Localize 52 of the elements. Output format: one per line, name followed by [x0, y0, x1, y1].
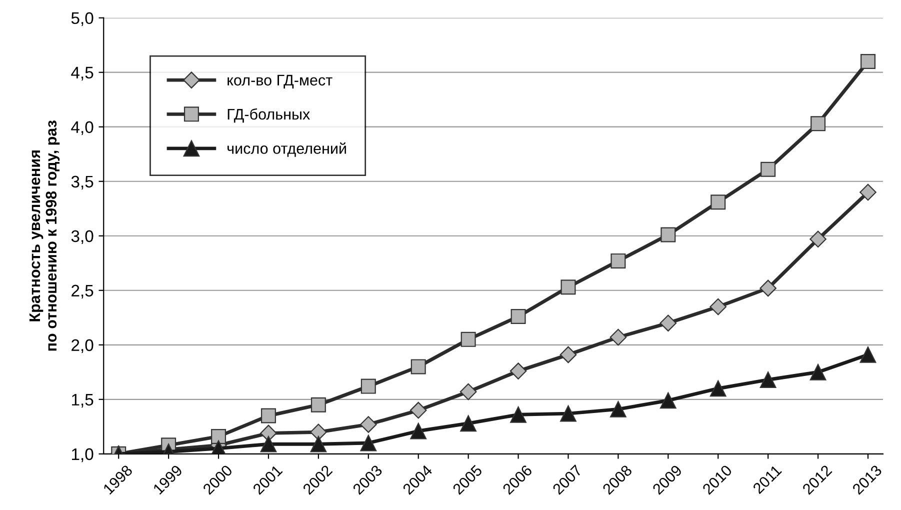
legend-label: кол-во ГД-мест — [228, 74, 332, 88]
point — [211, 428, 226, 444]
point — [560, 280, 576, 295]
point — [760, 280, 776, 297]
point — [610, 253, 626, 268]
y-tick-label: 3,0 — [71, 230, 94, 244]
y-tick-label: 1,5 — [72, 394, 94, 408]
point — [360, 434, 377, 452]
point — [710, 298, 727, 316]
y-tick-label: 1,0 — [72, 448, 94, 462]
legend-label: число отделений — [228, 142, 346, 157]
point — [260, 436, 277, 452]
point — [310, 424, 327, 441]
point — [460, 383, 477, 400]
point — [360, 378, 376, 394]
point — [710, 380, 726, 397]
point — [810, 364, 826, 380]
point — [410, 402, 427, 419]
point — [310, 397, 326, 412]
legend-label: ГД-больных — [228, 108, 310, 123]
point — [660, 314, 677, 332]
point — [810, 116, 826, 132]
point — [610, 401, 626, 418]
point — [760, 162, 776, 177]
y-axis-title: Кратность увеличения по отношению к 1998 году, раз — [29, 120, 60, 351]
point — [660, 227, 676, 242]
y-tick-label: 4,0 — [71, 121, 94, 136]
point — [510, 362, 527, 380]
point — [510, 309, 526, 324]
point — [410, 422, 427, 440]
point — [860, 346, 876, 363]
point — [860, 184, 876, 201]
point — [510, 406, 526, 423]
point — [660, 392, 676, 409]
point — [710, 194, 726, 210]
point — [560, 405, 576, 422]
point — [610, 328, 627, 346]
point — [460, 415, 477, 432]
y-tick-label: 3,5 — [71, 176, 94, 190]
point — [360, 416, 377, 433]
point — [260, 408, 276, 424]
point — [410, 359, 426, 374]
point — [560, 346, 577, 364]
y-tick-label: 4,5 — [71, 66, 94, 81]
point — [760, 372, 776, 388]
point — [310, 436, 327, 452]
y-tick-label: 5,0 — [71, 12, 94, 26]
point — [810, 230, 826, 248]
y-tick-label: 2,0 — [72, 339, 94, 354]
y-tick-label: 2,5 — [72, 284, 94, 299]
point — [460, 332, 476, 347]
point — [860, 54, 876, 69]
